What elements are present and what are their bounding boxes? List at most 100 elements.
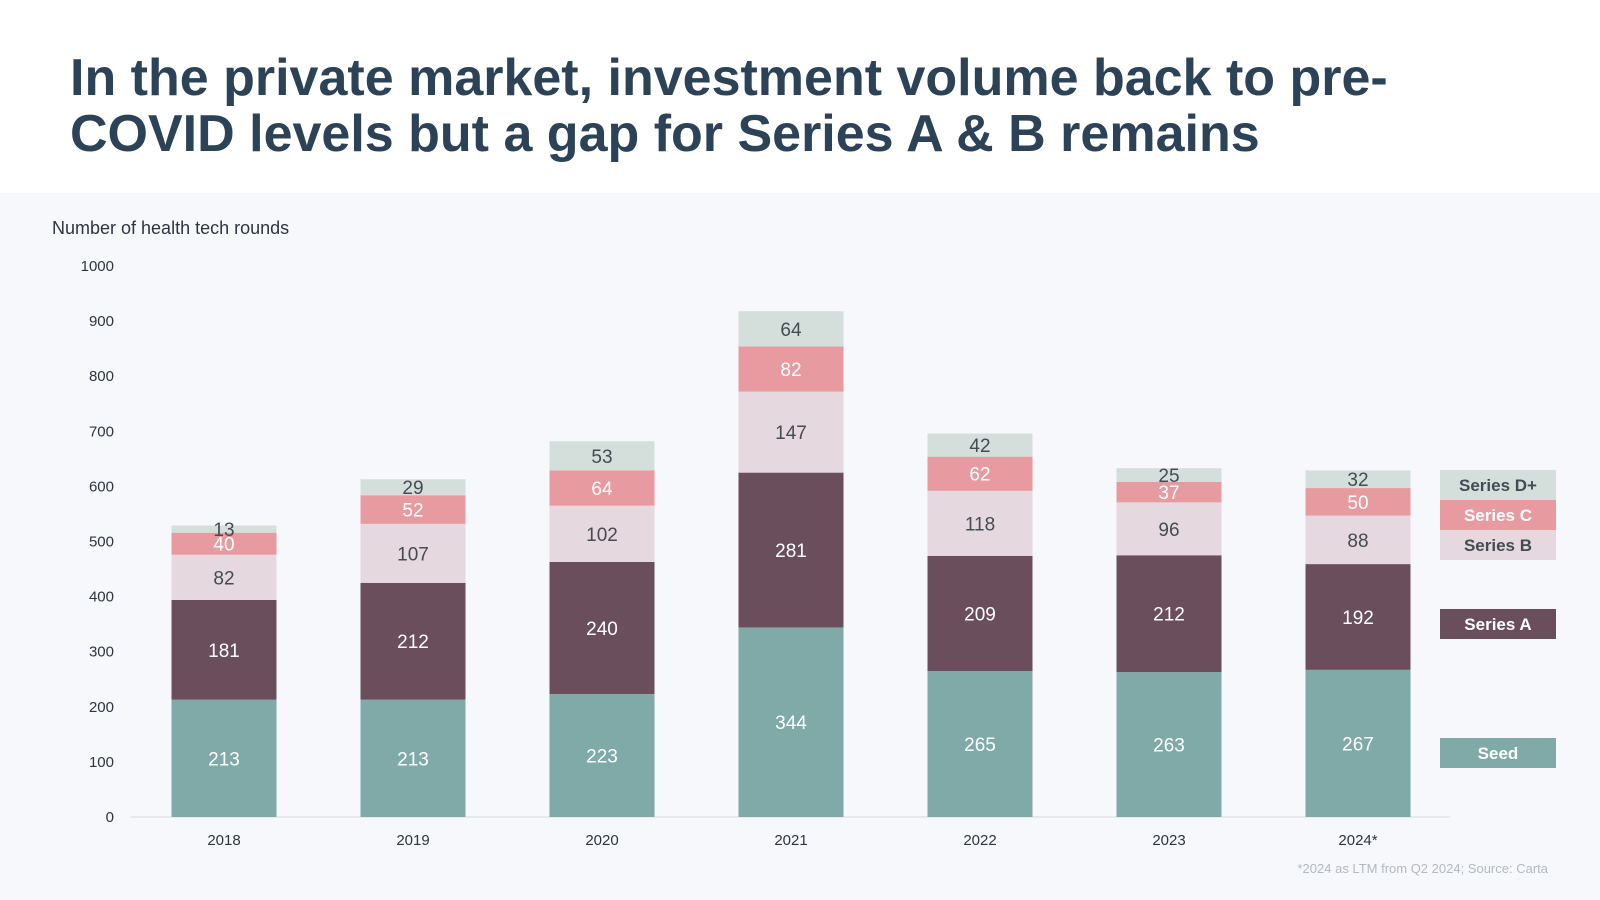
bar-seed-2023 xyxy=(1116,672,1222,817)
y-tick-label: 900 xyxy=(89,313,114,330)
legend-label-seed: Seed xyxy=(1478,744,1519,763)
data-label-series-a-2019: 212 xyxy=(397,632,429,653)
bar-series-d-2024 xyxy=(1305,470,1411,489)
x-tick-label: 2024* xyxy=(1338,832,1377,849)
data-label-series-b-2020: 102 xyxy=(586,525,618,546)
legend-swatch-series-b xyxy=(1440,530,1556,560)
data-label-series-a-2022: 209 xyxy=(964,604,996,625)
data-label-seed-2021: 344 xyxy=(775,713,807,734)
data-label-series-c-2023: 37 xyxy=(1158,483,1179,504)
bar-series-a-2022 xyxy=(927,555,1033,671)
bar-series-a-2020 xyxy=(549,561,655,695)
y-tick-label: 100 xyxy=(89,754,114,771)
data-label-series-a-2024: 192 xyxy=(1342,608,1374,629)
data-label-series-b-2024: 88 xyxy=(1347,531,1368,552)
x-tick-label: 2020 xyxy=(585,832,618,849)
bar-series-b-2019 xyxy=(360,523,466,583)
data-label-series-b-2022: 118 xyxy=(965,514,995,535)
bar-series-c-2019 xyxy=(360,495,466,524)
bar-series-c-2022 xyxy=(927,456,1033,491)
data-label-series-c-2020: 64 xyxy=(591,479,613,500)
bar-series-b-2024 xyxy=(1305,515,1411,565)
y-tick-label: 800 xyxy=(89,368,114,385)
legend-label-series-d: Series D+ xyxy=(1459,476,1537,495)
data-label-series-b-2021: 147 xyxy=(775,423,807,444)
x-tick-label: 2018 xyxy=(207,832,240,849)
bar-series-a-2019 xyxy=(360,582,466,700)
data-label-seed-2023: 263 xyxy=(1153,736,1185,757)
x-tick-label: 2022 xyxy=(963,832,996,849)
y-tick-label: 0 xyxy=(106,809,114,826)
data-label-series-c-2018: 40 xyxy=(213,535,234,556)
data-label-series-b-2019: 107 xyxy=(397,544,429,565)
bar-series-c-2018 xyxy=(171,532,277,555)
x-tick-label: 2019 xyxy=(396,832,429,849)
bar-seed-2018 xyxy=(171,699,277,817)
data-label-series-b-2018: 82 xyxy=(213,568,234,589)
bar-series-b-2021 xyxy=(738,391,844,473)
data-label-series-b-2023: 96 xyxy=(1158,520,1179,541)
data-label-series-c-2019: 52 xyxy=(402,501,423,522)
bar-series-d-2018 xyxy=(171,525,277,533)
data-label-series-d-2023: 25 xyxy=(1158,466,1179,487)
y-tick-label: 500 xyxy=(89,534,114,551)
y-tick-label: 600 xyxy=(89,478,114,495)
x-tick-label: 2021 xyxy=(774,832,807,849)
data-label-series-d-2019: 29 xyxy=(402,478,423,499)
bar-series-b-2020 xyxy=(549,505,655,562)
data-label-seed-2024: 267 xyxy=(1342,734,1374,755)
data-label-series-c-2021: 82 xyxy=(780,360,801,381)
legend-label-series-a: Series A xyxy=(1464,615,1531,634)
bar-series-a-2024 xyxy=(1305,564,1411,670)
bar-seed-2019 xyxy=(360,699,466,817)
x-tick-label: 2023 xyxy=(1152,832,1185,849)
page-title: In the private market, investment volume… xyxy=(70,49,1388,163)
y-tick-label: 200 xyxy=(89,699,114,716)
y-tick-label: 300 xyxy=(89,644,114,661)
bar-series-a-2018 xyxy=(171,599,277,700)
data-label-series-c-2024: 50 xyxy=(1347,493,1368,514)
legend-label-series-b: Series B xyxy=(1464,536,1532,555)
footnote: *2024 as LTM from Q2 2024; Source: Carta xyxy=(1297,861,1549,876)
bar-seed-2024 xyxy=(1305,669,1411,817)
data-label-series-a-2020: 240 xyxy=(586,619,618,640)
data-label-seed-2018: 213 xyxy=(208,749,240,770)
data-label-series-d-2020: 53 xyxy=(591,447,612,468)
y-tick-label: 400 xyxy=(89,589,114,606)
bar-series-d-2023 xyxy=(1116,468,1222,482)
bar-series-c-2020 xyxy=(549,470,655,506)
bar-series-d-2020 xyxy=(549,441,655,471)
data-label-series-a-2023: 212 xyxy=(1153,605,1185,626)
bar-seed-2020 xyxy=(549,694,655,817)
bar-seed-2022 xyxy=(927,670,1033,817)
legend-swatch-series-a xyxy=(1440,609,1556,639)
data-label-series-d-2022: 42 xyxy=(969,436,990,457)
bar-series-c-2023 xyxy=(1116,481,1222,503)
data-label-series-d-2024: 32 xyxy=(1347,470,1368,491)
bar-series-a-2023 xyxy=(1116,555,1222,673)
legend-swatch-series-c xyxy=(1440,500,1556,530)
legend-swatch-seed xyxy=(1440,738,1556,768)
data-label-series-d-2021: 64 xyxy=(780,320,802,341)
bar-series-d-2019 xyxy=(360,479,466,496)
bar-series-b-2022 xyxy=(927,490,1033,556)
y-axis-title: Number of health tech rounds xyxy=(52,218,290,238)
bar-series-d-2021 xyxy=(738,311,844,347)
bar-series-a-2021 xyxy=(738,472,844,628)
data-label-series-c-2022: 62 xyxy=(969,465,990,486)
data-label-series-a-2021: 281 xyxy=(775,541,807,562)
data-label-seed-2019: 213 xyxy=(397,749,429,770)
legend-swatch-series-d xyxy=(1440,470,1556,500)
bar-series-c-2024 xyxy=(1305,488,1411,516)
bar-series-c-2021 xyxy=(738,346,844,392)
bar-seed-2021 xyxy=(738,627,844,817)
bar-series-b-2023 xyxy=(1116,502,1222,556)
legend-label-series-c: Series C xyxy=(1464,506,1532,525)
data-label-series-d-2018: 13 xyxy=(213,520,234,541)
bar-series-d-2022 xyxy=(927,433,1033,457)
data-label-seed-2022: 265 xyxy=(964,735,996,756)
y-tick-label: 700 xyxy=(89,423,114,440)
data-label-series-a-2018: 181 xyxy=(208,641,240,662)
data-label-seed-2020: 223 xyxy=(586,747,618,768)
